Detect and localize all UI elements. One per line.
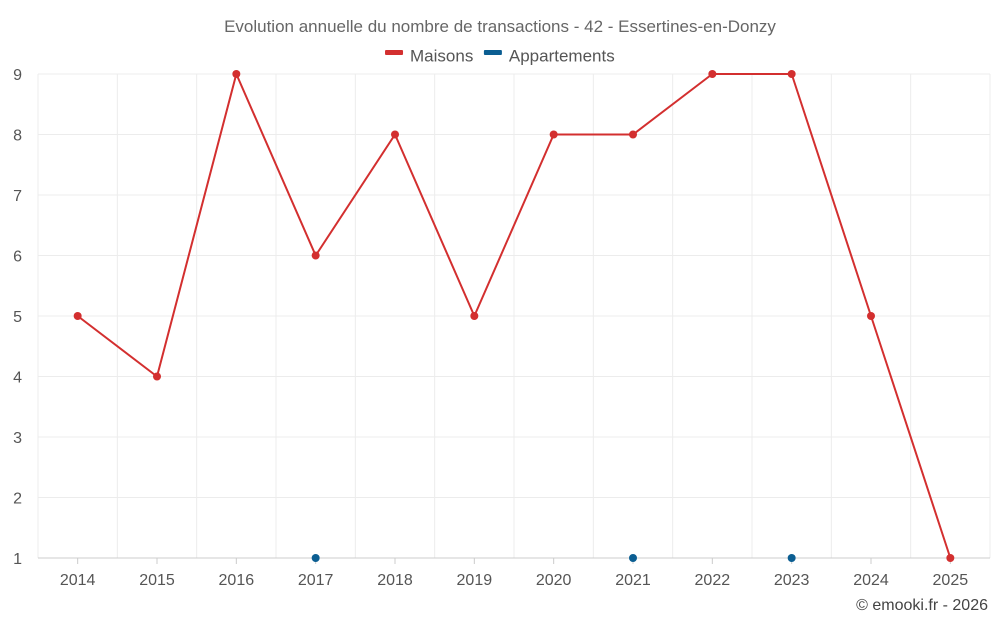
series-appartements (311, 554, 796, 562)
x-tick-label: 2016 (219, 572, 255, 589)
y-tick-label: 2 (13, 491, 22, 508)
chart-title: Evolution annuelle du nombre de transact… (224, 17, 776, 36)
data-point (311, 251, 320, 260)
x-tick-label: 2021 (615, 572, 651, 589)
data-point (73, 312, 82, 320)
data-point (629, 554, 637, 562)
x-tick-label: 2023 (774, 572, 810, 589)
legend-swatch (385, 50, 404, 55)
x-tick-label: 2022 (695, 572, 731, 589)
y-tick-label: 9 (13, 67, 22, 84)
x-tick-label: 2025 (933, 572, 969, 589)
data-point (311, 554, 320, 562)
data-point (867, 312, 875, 320)
x-tick-label: 2014 (60, 572, 96, 589)
legend-swatch (483, 50, 502, 55)
legend-item-appartements: Appartements (483, 46, 615, 65)
data-point (232, 70, 241, 78)
x-tick-label: 2017 (298, 572, 334, 589)
data-point (470, 312, 479, 320)
data-point (629, 130, 637, 139)
legend-item-maisons: Maisons (385, 46, 473, 65)
y-tick-label: 6 (13, 249, 22, 266)
x-tick-label: 2015 (139, 572, 175, 589)
data-point (391, 130, 399, 139)
y-tick-label: 3 (13, 430, 22, 447)
y-tick-label: 8 (13, 128, 22, 145)
data-point (946, 554, 955, 562)
data-point (153, 372, 161, 381)
x-tick-label: 2020 (536, 572, 572, 589)
y-tick-label: 7 (13, 188, 22, 205)
x-tick-label: 2018 (377, 572, 413, 589)
y-tick-label: 1 (13, 551, 22, 568)
x-tick-label: 2019 (457, 572, 493, 589)
y-tick-label: 4 (13, 370, 22, 387)
series-layer (73, 70, 955, 562)
legend-label: Maisons (410, 46, 473, 65)
credit-text: © emooki.fr - 2026 (856, 597, 988, 614)
axes: 1 2 3 4 5 6 7 8 9 2014 2015 2016 2017 2018 2019 2020 202… (13, 67, 990, 589)
series-maisons (73, 70, 955, 562)
data-point (708, 70, 717, 78)
y-tick-label: 5 (13, 309, 22, 326)
x-tick-label: 2024 (853, 572, 889, 589)
series-line (77, 73, 952, 559)
data-point (787, 70, 796, 78)
legend-label: Appartements (509, 46, 615, 65)
legend: Maisons Appartements (385, 46, 615, 65)
data-point (549, 130, 558, 139)
grid (37, 73, 991, 559)
data-point (787, 554, 796, 562)
